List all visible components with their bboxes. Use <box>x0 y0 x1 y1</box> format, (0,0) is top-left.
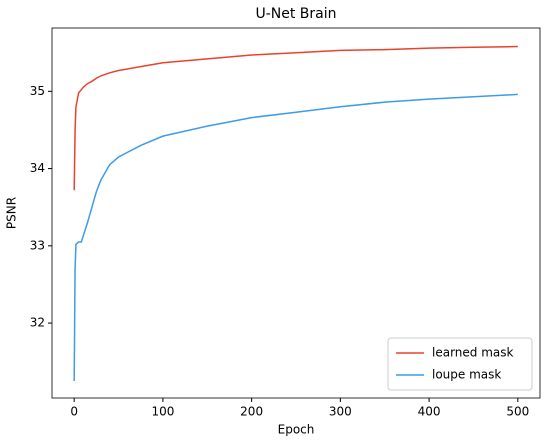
x-tick-label: 500 <box>506 405 529 419</box>
y-tick-label: 35 <box>30 84 45 98</box>
y-tick-label: 34 <box>30 161 45 175</box>
legend-label: learned mask <box>432 346 514 360</box>
y-axis-label: PSNR <box>5 197 19 229</box>
y-tick-label: 32 <box>30 316 45 330</box>
y-tick-label: 33 <box>30 238 45 252</box>
x-tick-label: 0 <box>70 405 78 419</box>
legend-label: loupe mask <box>432 368 501 382</box>
plot-frame <box>51 27 541 399</box>
legend-box <box>387 337 533 391</box>
x-tick-label: 300 <box>329 405 352 419</box>
x-axis-label: Epoch <box>278 423 315 437</box>
x-tick-label: 200 <box>240 405 263 419</box>
series-line <box>73 45 518 191</box>
chart-title: U-Net Brain <box>255 6 336 22</box>
x-tick-label: 400 <box>418 405 441 419</box>
x-tick-label: 100 <box>151 405 174 419</box>
series-line <box>73 93 518 382</box>
